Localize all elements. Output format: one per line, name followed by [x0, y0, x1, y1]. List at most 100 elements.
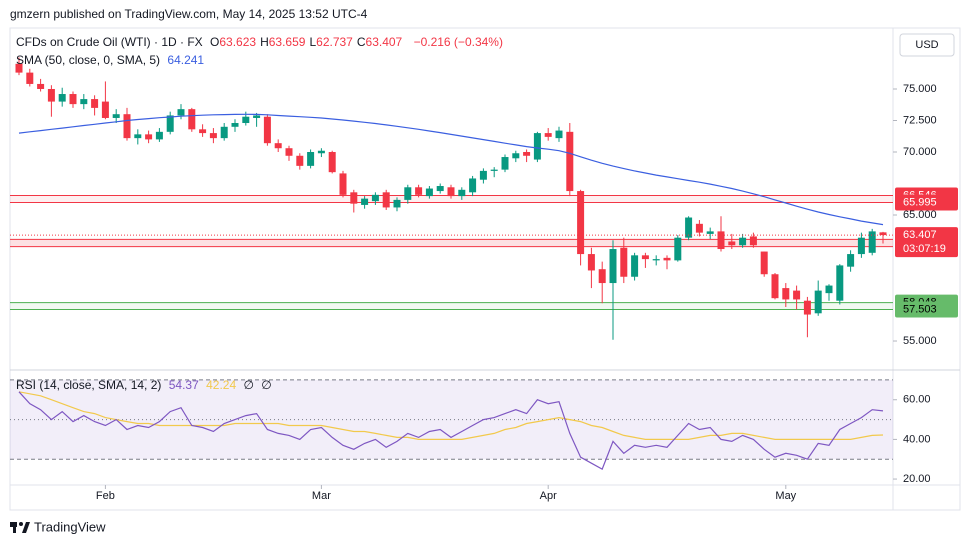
candle-body: [242, 116, 250, 124]
x-tick-label: May: [775, 490, 796, 502]
candle-body: [339, 173, 347, 195]
candle-body: [415, 187, 423, 195]
candle-body: [803, 300, 811, 315]
h-val: 63.659: [268, 35, 306, 49]
candle-body: [91, 99, 99, 108]
candle-body: [566, 131, 574, 192]
candle-body: [134, 134, 142, 139]
candle-body: [382, 192, 390, 208]
candle-body: [26, 72, 34, 84]
currency[interactable]: USD: [915, 39, 938, 51]
candle-body: [598, 269, 606, 284]
price-label-bg: [895, 227, 958, 258]
y-tick-label: 75.000: [903, 83, 937, 95]
footer-logo: TradingView: [34, 519, 106, 534]
rsi-sma-value: 42.24: [206, 378, 237, 392]
y-tick-label: 65.000: [903, 209, 937, 221]
level-label-bg: [895, 194, 958, 211]
x-tick-label: Mar: [312, 490, 331, 502]
level-label-bg: [895, 301, 958, 318]
o-val: 63.623: [219, 35, 257, 49]
y-tick-label: 55.000: [903, 335, 937, 347]
main-legend: CFDs on Crude Oil (WTI) · 1D · FX O63.62…: [16, 35, 507, 49]
candle-body: [371, 194, 379, 202]
candle-body: [458, 189, 466, 197]
sma-legend: SMA (50, close, 0, SMA, 5) 64.241: [16, 53, 208, 67]
candle-body: [544, 133, 552, 137]
candle-body: [404, 187, 412, 200]
zone: [10, 195, 893, 203]
rsi-legend: RSI (14, close, SMA, 14, 2) 54.37 42.24 …: [16, 378, 276, 392]
candle-body: [47, 88, 55, 102]
candle-body: [674, 237, 682, 261]
candle-body: [393, 199, 401, 208]
candle-body: [749, 236, 757, 246]
ohlc: O63.623 H63.659 L62.737 C63.407: [210, 35, 406, 49]
candle-body: [512, 153, 520, 159]
candle-body: [836, 265, 844, 301]
level-label: 57.503: [903, 303, 937, 315]
candle-body: [425, 188, 433, 197]
candle-body: [350, 192, 358, 204]
candle-body: [857, 237, 865, 255]
candle-body: [15, 63, 23, 73]
c-key: C: [356, 35, 366, 49]
candle-body: [69, 94, 77, 105]
candle-body: [652, 259, 660, 261]
candle-body: [760, 251, 768, 275]
candle-body: [717, 231, 725, 250]
x-tick-label: Feb: [96, 490, 115, 502]
candle-body: [328, 151, 336, 173]
candle-body: [620, 247, 628, 277]
candle-body: [793, 290, 801, 300]
candle-body: [123, 114, 131, 139]
tv-logo: [10, 522, 30, 533]
candle-body: [706, 231, 714, 234]
candle-body: [80, 99, 88, 105]
y-tick-label: 70.000: [903, 146, 937, 158]
l-val: 62.737: [316, 35, 353, 49]
candle-body: [166, 115, 174, 132]
rsi-name: RSI (14, close, SMA, 14, 2): [16, 378, 162, 392]
y-tick-label: 20.00: [903, 473, 931, 485]
sma-line: [18, 113, 884, 226]
currency-button[interactable]: [899, 33, 955, 57]
candle-body: [58, 94, 66, 102]
candle-body: [814, 290, 822, 314]
candle-body: [879, 232, 887, 236]
rsi-value: 54.37: [168, 378, 199, 392]
o-key: O: [210, 35, 220, 49]
candle-body: [782, 288, 790, 300]
candle-body: [177, 109, 185, 116]
candle-body: [771, 274, 779, 299]
candle-body: [631, 255, 639, 277]
candle-body: [868, 231, 876, 253]
candle-body: [188, 109, 196, 130]
candle-body: [145, 134, 153, 140]
candle-body: [847, 254, 855, 267]
candle-body: [587, 254, 595, 271]
c-val: 63.407: [365, 35, 403, 49]
candle-body: [469, 178, 477, 193]
candle-body: [231, 123, 239, 127]
candle-body: [199, 129, 207, 134]
zone: [10, 239, 893, 247]
sma-name: SMA (50, close, 0, SMA, 5): [16, 53, 161, 67]
candle-body: [209, 133, 217, 139]
frame: [9, 27, 961, 511]
candle-body: [523, 151, 531, 156]
candle-body: [112, 114, 120, 118]
candle-body: [307, 151, 315, 166]
y-tick-label: 60.00: [903, 394, 931, 406]
candle-body: [317, 150, 325, 154]
rsi-sma-line: [18, 391, 884, 440]
candle-body: [695, 223, 703, 233]
l-key: L: [309, 35, 317, 49]
candle-body: [155, 131, 163, 140]
candle-body: [263, 116, 271, 144]
candle-body: [436, 186, 444, 192]
symbol: CFDs on Crude Oil (WTI) · 1D · FX: [16, 35, 203, 49]
price-label: 63.407: [903, 229, 937, 241]
change: −0.216 (−0.34%): [413, 35, 503, 49]
candle-body: [479, 170, 487, 180]
